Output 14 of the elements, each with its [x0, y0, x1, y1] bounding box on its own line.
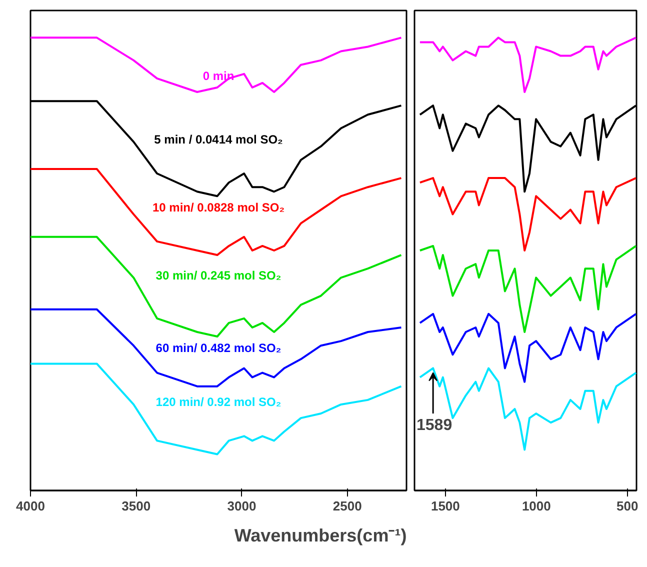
x-tick-label: 4000	[16, 498, 45, 514]
x-axis-title: Wavenumbers(cm⁻¹)	[234, 526, 407, 546]
x-tick-label: 2500	[332, 498, 362, 514]
annotation: 1589	[416, 417, 452, 434]
x-tick-label: 1000	[522, 498, 551, 514]
series-label: 120 min/ 0.92 mol SO₂	[156, 395, 282, 410]
x-tick-label: 1500	[430, 498, 460, 514]
x-tick-label: 3500	[122, 498, 151, 514]
series-label: 60 min/ 0.482 mol SO₂	[156, 340, 282, 355]
series-label: 10 min/ 0.0828 mol SO₂	[152, 200, 285, 214]
series-label: 30 min/ 0.245 mol SO₂	[156, 268, 282, 282]
series-label: 5 min / 0.0414 mol SO₂	[154, 132, 283, 147]
x-tick-label: 3000	[227, 498, 256, 514]
x-tick-label: 500	[616, 498, 638, 514]
